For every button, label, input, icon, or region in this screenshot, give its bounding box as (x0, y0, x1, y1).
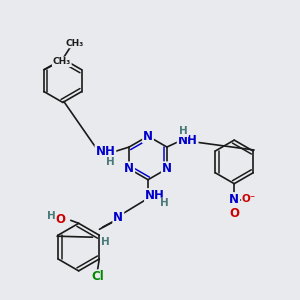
Text: CH₃: CH₃ (66, 38, 84, 47)
Text: H: H (46, 212, 55, 221)
Text: Cl: Cl (91, 270, 104, 283)
Text: O: O (229, 207, 239, 220)
Text: CH₃: CH₃ (52, 57, 71, 66)
Text: N: N (229, 193, 239, 206)
Text: O: O (56, 213, 66, 226)
Text: N: N (124, 162, 134, 175)
Text: N: N (143, 130, 153, 142)
Text: H: H (160, 199, 169, 208)
Text: H: H (179, 126, 188, 136)
Text: N: N (113, 211, 123, 224)
Text: NH: NH (95, 146, 116, 158)
Text: N: N (162, 162, 172, 175)
Text: NH: NH (145, 189, 165, 202)
Text: NH: NH (178, 134, 198, 147)
Text: H: H (101, 237, 110, 247)
Text: O⁻: O⁻ (242, 194, 256, 203)
Text: H: H (106, 157, 115, 167)
